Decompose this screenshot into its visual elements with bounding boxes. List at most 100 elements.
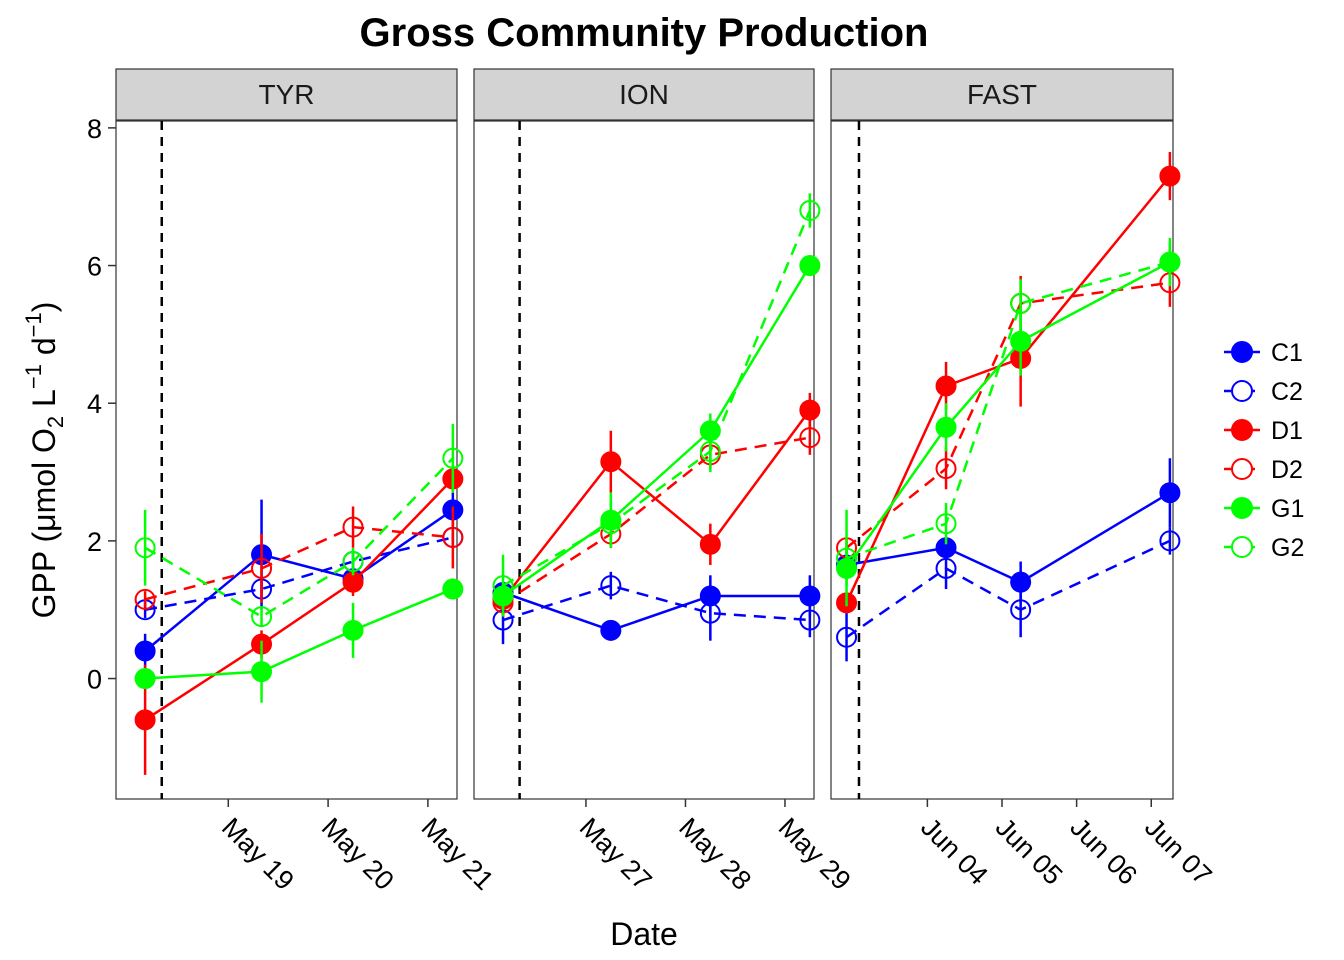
x-axis-title: Date: [610, 916, 678, 952]
x-tick-label: Jun 07: [1139, 812, 1218, 891]
point-g2: [251, 606, 273, 628]
y-tick-label: 0: [87, 665, 102, 695]
x-tick-label: May 20: [316, 812, 400, 896]
series-line-c1: [144, 508, 454, 652]
legend: C1 C2 D1 D2 G1 G2: [1224, 339, 1304, 562]
series-line-g1: [145, 587, 454, 680]
point-g1: [1010, 330, 1032, 352]
plot-area-ion: [473, 120, 815, 800]
marks-tyr: [134, 121, 464, 799]
point-g2: [492, 575, 514, 597]
strip-label-fast: FAST: [967, 79, 1037, 110]
series-line-c2: [502, 584, 810, 622]
x-ticks-ion: May 27 May 28 May 29: [574, 799, 857, 896]
series-line-c1: [502, 591, 810, 632]
point-c2: [699, 602, 721, 624]
y-tick-label: 4: [87, 389, 102, 419]
point-g2: [442, 447, 464, 469]
plot-area-tyr: [115, 120, 458, 800]
point-g2: [600, 513, 622, 535]
marks-fast: [836, 121, 1181, 799]
legend-item-c2: C2: [1224, 378, 1303, 406]
legend-key-point: [1231, 497, 1253, 519]
point-g1: [251, 661, 273, 683]
point-c2: [600, 575, 622, 597]
point-g1: [342, 619, 364, 641]
point-d2: [442, 526, 464, 548]
legend-key-point: [1231, 536, 1253, 558]
point-g2: [836, 547, 858, 569]
strip-tyr: [115, 68, 458, 121]
point-d1: [1159, 165, 1181, 187]
point-d1: [699, 533, 721, 555]
series-line-c2: [845, 539, 1171, 639]
x-tick-label: May 19: [216, 812, 300, 896]
point-g2: [1010, 292, 1032, 314]
legend-item-d2: D2: [1224, 456, 1303, 484]
series-line-g2: [502, 210, 812, 587]
panel-ion: ION May 27 May 28 May 29: [473, 68, 857, 896]
legend-key-point: [1231, 458, 1253, 480]
point-d2: [134, 588, 156, 610]
point-g2: [134, 537, 156, 559]
point-g2: [1159, 251, 1181, 273]
point-d2: [799, 427, 821, 449]
y-tick-label: 8: [87, 114, 102, 144]
series-line-g1: [502, 264, 811, 597]
x-tick-label: May 28: [673, 812, 757, 896]
point-c1: [600, 619, 622, 641]
series-line-d1: [845, 175, 1171, 604]
point-d2: [342, 516, 364, 538]
x-tick-label: Jun 05: [990, 812, 1069, 891]
legend-label: G2: [1271, 534, 1304, 562]
plot-area-fast: [830, 120, 1174, 800]
point-c2: [1010, 599, 1032, 621]
point-g2: [342, 551, 364, 573]
chart-title: Gross Community Production: [360, 11, 929, 55]
series-line-c2: [144, 536, 454, 611]
legend-item-g1: G1: [1224, 495, 1304, 523]
y-axis: 0 2 4 6 8: [87, 114, 116, 695]
point-g2: [799, 199, 821, 221]
point-d1: [799, 399, 821, 421]
x-tick-label: Jun 06: [1064, 812, 1143, 891]
series-line-c1: [846, 491, 1171, 584]
point-c2: [1159, 530, 1181, 552]
series-line-g2: [144, 457, 454, 619]
point-c2: [799, 609, 821, 631]
series-line-d2: [144, 525, 453, 601]
series-line-d2: [502, 436, 811, 604]
x-ticks-tyr: May 19 May 20 May 21: [216, 799, 499, 896]
point-c1: [799, 585, 821, 607]
point-g2: [935, 513, 957, 535]
legend-item-c1: C1: [1224, 339, 1303, 367]
marks-ion: [492, 121, 821, 799]
point-g1: [799, 255, 821, 277]
point-d1: [935, 375, 957, 397]
point-g1: [935, 416, 957, 438]
x-tick-label: May 27: [574, 812, 658, 896]
y-tick-label: 6: [87, 252, 102, 282]
point-d1: [134, 709, 156, 731]
point-c2: [935, 557, 957, 579]
series-line-d1: [502, 409, 811, 601]
point-g2: [699, 440, 721, 462]
strip-label-ion: ION: [619, 79, 669, 110]
series-line-d1: [144, 478, 454, 721]
panel-tyr: TYR May 19 May 20 May 21: [115, 68, 499, 896]
legend-label: D2: [1271, 456, 1303, 484]
y-tick-label: 2: [87, 527, 102, 557]
point-g1: [134, 668, 156, 690]
point-d1: [600, 451, 622, 473]
x-tick-label: Jun 04: [915, 812, 994, 891]
series-line-g2: [846, 260, 1171, 560]
x-tick-label: May 29: [773, 812, 857, 896]
legend-label: D1: [1271, 417, 1303, 445]
x-tick-label: May 21: [416, 812, 500, 896]
strip-fast: [830, 68, 1174, 121]
y-axis-title: GPP (μmol O2 L−1 d−1): [21, 302, 68, 619]
point-d2: [935, 458, 957, 480]
strip-label-tyr: TYR: [259, 79, 315, 110]
